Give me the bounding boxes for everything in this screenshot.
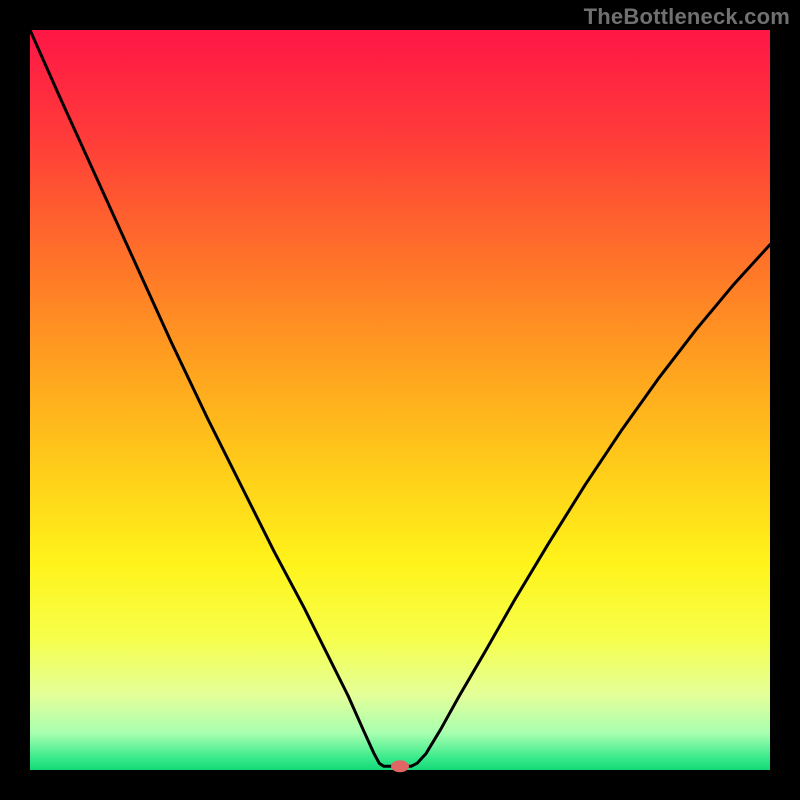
bottleneck-chart — [0, 0, 800, 800]
chart-stage: TheBottleneck.com — [0, 0, 800, 800]
watermark-text: TheBottleneck.com — [584, 4, 790, 30]
plot-background — [30, 30, 770, 770]
optimal-marker — [391, 760, 409, 772]
